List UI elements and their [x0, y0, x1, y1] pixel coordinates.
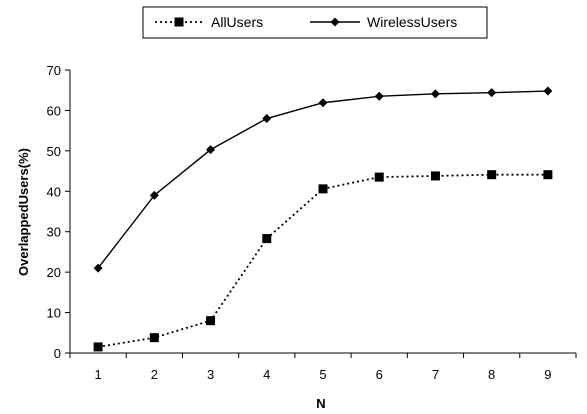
legend-label-wirelessusers: WirelessUsers [367, 14, 457, 30]
data-point-allusers [430, 171, 440, 181]
y-axis-title: OverlappedUsers(%) [16, 148, 31, 276]
y-tick-label: 70 [47, 63, 61, 78]
legend-marker-wirelessusers [330, 17, 340, 27]
data-point-allusers [487, 170, 497, 180]
data-point-wirelessusers [262, 114, 272, 124]
data-point-allusers [149, 333, 159, 343]
x-tick-label: 2 [151, 367, 158, 382]
x-axis-title: N [316, 396, 325, 411]
data-point-wirelessusers [206, 145, 216, 155]
data-point-wirelessusers [374, 91, 384, 101]
data-point-allusers [543, 170, 553, 180]
y-tick-label: 0 [54, 346, 61, 361]
x-tick-label: 4 [263, 367, 270, 382]
y-tick-label: 30 [47, 225, 61, 240]
legend-label-allusers: AllUsers [211, 14, 263, 30]
series-layer [93, 86, 553, 352]
data-point-wirelessusers [93, 263, 103, 273]
data-point-wirelessusers [318, 98, 328, 108]
x-tick-label: 7 [432, 367, 439, 382]
axes: 0 10 20 30 40 50 60 70 1 2 3 4 5 6 7 8 9 [47, 63, 577, 382]
x-tick-label: 6 [376, 367, 383, 382]
y-tick-label: 20 [47, 265, 61, 280]
data-point-wirelessusers [149, 190, 159, 200]
data-point-wirelessusers [430, 89, 440, 99]
data-point-allusers [93, 342, 103, 352]
data-point-allusers [262, 234, 272, 244]
y-tick-label: 10 [47, 306, 61, 321]
y-tick-label: 50 [47, 144, 61, 159]
x-tick-label: 9 [544, 367, 551, 382]
legend-marker-allusers [174, 17, 184, 27]
data-point-allusers [206, 316, 216, 326]
data-point-wirelessusers [487, 88, 497, 98]
x-tick-label: 3 [207, 367, 214, 382]
x-tick-label: 8 [488, 367, 495, 382]
data-point-allusers [318, 184, 328, 194]
x-tick-label: 1 [94, 367, 101, 382]
y-tick-label: 40 [47, 184, 61, 199]
legend: AllUsers WirelessUsers [142, 6, 488, 39]
data-point-allusers [374, 172, 384, 182]
x-tick-label: 5 [319, 367, 326, 382]
y-tick-label: 60 [47, 103, 61, 118]
data-point-wirelessusers [543, 86, 553, 96]
